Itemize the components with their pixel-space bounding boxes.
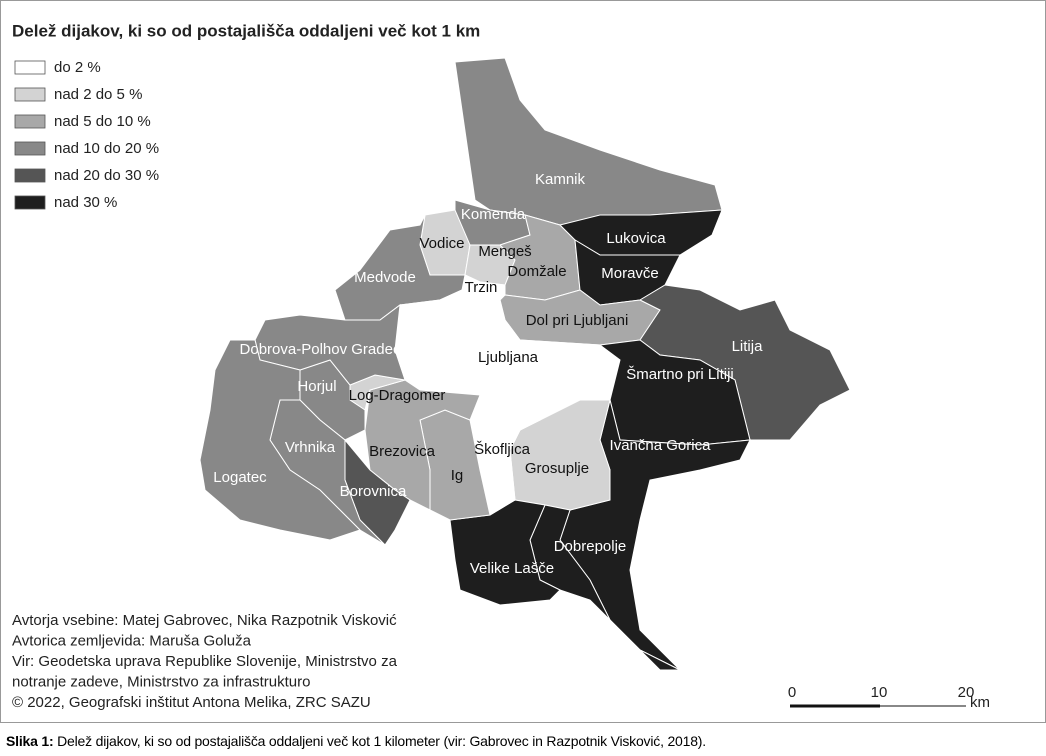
municipality-label: Domžale — [507, 263, 566, 280]
municipality-label: Moravče — [601, 265, 659, 282]
municipality-label: Ig — [451, 467, 464, 484]
legend-label: nad 10 do 20 % — [54, 140, 159, 157]
legend-label: do 2 % — [54, 59, 101, 76]
municipality-label: Mengeš — [478, 243, 531, 260]
municipality-label: Ivančna Gorica — [610, 437, 712, 454]
legend-swatch — [14, 168, 46, 183]
municipality-label: Dobrova-Polhov Gradec — [240, 341, 401, 358]
municipality-label: Šmartno pri Litiji — [626, 366, 734, 383]
credit-line: © 2022, Geografski inštitut Antona Melik… — [12, 694, 371, 711]
municipality — [199, 339, 361, 541]
scale-label: 0 — [788, 684, 796, 701]
municipality-label: Log-Dragomer — [349, 387, 446, 404]
municipality-label: Vodice — [419, 235, 464, 252]
municipality-label: Lukovica — [606, 230, 666, 247]
legend-swatch — [14, 114, 46, 129]
scale-label: 20 — [958, 684, 975, 701]
legend-swatch — [14, 195, 46, 210]
municipality-label: Ljubljana — [478, 349, 539, 366]
legend-label: nad 5 do 10 % — [54, 113, 151, 130]
municipality-label: Brezovica — [369, 443, 436, 460]
legend-label: nad 30 % — [54, 194, 117, 211]
scale-unit: km — [970, 694, 990, 711]
credit-line: Vir: Geodetska uprava Republike Slovenij… — [12, 653, 398, 670]
municipality-label: Dol pri Ljubljani — [526, 312, 629, 329]
credit-line: notranje zadeve, Ministrstvo za infrastr… — [12, 673, 310, 690]
credit-line: Avtorica zemljevida: Maruša Goluža — [12, 632, 252, 649]
legend-swatch — [14, 60, 46, 75]
municipality-label: Škofljica — [474, 441, 531, 458]
legend-swatch — [14, 141, 46, 156]
municipality-label: Borovnica — [340, 483, 407, 500]
legend-swatch — [14, 87, 46, 102]
caption-label: Slika 1: — [6, 733, 54, 749]
legend-label: nad 20 do 30 % — [54, 167, 159, 184]
legend-label: nad 2 do 5 % — [54, 86, 142, 103]
map: Delež dijakov, ki so od postajališča odd… — [0, 0, 1046, 723]
municipality-label: Horjul — [297, 378, 336, 395]
scale-label: 10 — [871, 684, 888, 701]
municipality-label: Komenda — [461, 206, 526, 223]
map-title: Delež dijakov, ki so od postajališča odd… — [12, 21, 480, 40]
municipality-label: Medvode — [354, 269, 416, 286]
municipality-label: Velike Lašče — [470, 560, 554, 577]
municipality-label: Dobrepolje — [554, 538, 627, 555]
credit-line: Avtorja vsebine: Matej Gabrovec, Nika Ra… — [12, 612, 397, 629]
municipality-label: Kamnik — [535, 171, 586, 188]
municipality-label: Litija — [732, 338, 764, 355]
caption-text: Delež dijakov, ki so od postajališča odd… — [53, 733, 706, 749]
municipality-label: Vrhnika — [285, 439, 336, 456]
municipality-label: Logatec — [213, 469, 267, 486]
municipality-label: Trzin — [465, 279, 498, 296]
municipality-label: Grosuplje — [525, 460, 589, 477]
caption: Slika 1: Delež dijakov, ki so od postaja… — [6, 733, 706, 749]
